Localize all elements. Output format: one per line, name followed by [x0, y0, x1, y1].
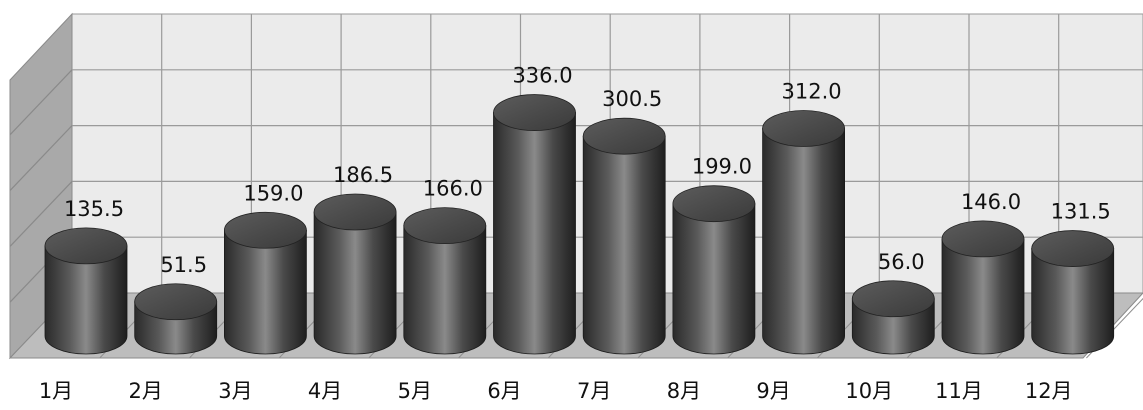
bar-body	[493, 112, 576, 355]
category-label: 3月	[218, 379, 252, 403]
bar-9	[762, 110, 845, 355]
bar-body	[403, 225, 487, 355]
category-label: 12月	[1025, 379, 1073, 403]
bar-top	[403, 207, 487, 245]
bar-body	[672, 203, 756, 355]
data-label: 146.0	[961, 190, 1021, 214]
bar-top	[44, 227, 128, 265]
bar-1	[44, 227, 128, 355]
bar-10	[851, 280, 935, 355]
bar-top	[851, 280, 935, 318]
data-label: 56.0	[878, 250, 925, 274]
data-label: 131.5	[1051, 200, 1111, 224]
bar-top	[582, 117, 666, 155]
bar-top	[313, 193, 397, 231]
category-label: 1月	[39, 379, 73, 403]
bar-2	[134, 283, 218, 355]
bar-12	[1031, 230, 1115, 355]
bar-top	[1031, 230, 1115, 267]
side-gridline	[9, 180, 73, 247]
data-label: 135.5	[64, 197, 124, 221]
bar-top	[941, 220, 1025, 258]
bar-body	[582, 135, 666, 355]
data-label: 199.0	[692, 155, 752, 179]
bar-top	[134, 283, 218, 321]
data-label: 186.5	[333, 163, 393, 187]
bars	[44, 94, 1115, 355]
category-label: 6月	[487, 379, 521, 403]
bar-5	[403, 207, 487, 355]
bar-top	[762, 110, 845, 147]
side-gridline	[9, 125, 73, 192]
bar-8	[672, 185, 756, 355]
data-label: 336.0	[512, 64, 572, 88]
category-label: 2月	[129, 379, 163, 403]
bar-body	[1031, 248, 1115, 355]
bar-3	[223, 211, 307, 355]
side-gridline	[9, 69, 73, 136]
bar-body	[313, 211, 397, 355]
bar-6	[493, 94, 576, 355]
data-label: 159.0	[243, 181, 303, 205]
category-label: 10月	[845, 379, 893, 403]
data-label: 166.0	[423, 177, 483, 201]
bar-top	[223, 211, 307, 249]
category-label: 11月	[935, 379, 983, 403]
category-label: 7月	[577, 379, 611, 403]
bar-7	[582, 117, 666, 355]
category-label: 9月	[756, 379, 790, 403]
bar-body	[224, 229, 307, 355]
data-label: 51.5	[160, 253, 207, 277]
bar-top	[672, 185, 756, 223]
bar-body	[44, 245, 128, 355]
data-label: 312.0	[782, 80, 842, 104]
bar-top	[493, 94, 576, 131]
category-labels: 1月 2月 3月 4月 5月 6月 7月 8月 9月 10月 11月 12月	[39, 379, 1073, 403]
data-label: 300.5	[602, 87, 662, 111]
bar-4	[313, 193, 397, 355]
category-label: 5月	[398, 379, 432, 403]
bar-body	[762, 128, 845, 355]
category-label: 4月	[308, 379, 342, 403]
bar-11	[941, 220, 1025, 355]
data-labels: 135.5 51.5 159.0 186.5 166.0 336.0 300.5 199.0 3…	[64, 64, 1111, 277]
category-label: 8月	[667, 379, 701, 403]
bar-body	[941, 238, 1025, 355]
